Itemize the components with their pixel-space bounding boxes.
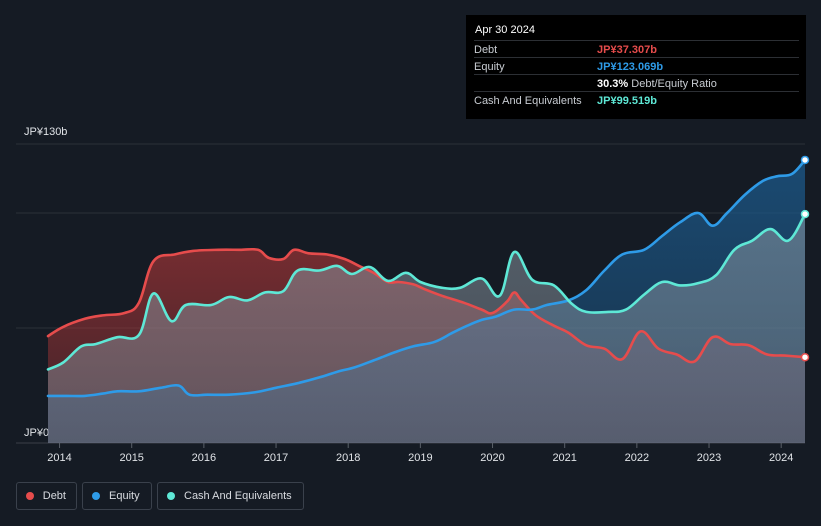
tooltip-row-equity: Equity JP¥123.069b [474, 57, 799, 75]
x-tick-label: 2019 [408, 452, 432, 464]
legend-equity-label: Equity [109, 490, 140, 502]
debt-dot-icon [26, 492, 34, 500]
x-tick-label: 2015 [119, 452, 143, 464]
legend-item-cash[interactable]: Cash And Equivalents [157, 482, 304, 510]
equity-end-point [800, 155, 810, 165]
tooltip-row-ratio: 30.3% Debt/Equity Ratio [474, 74, 799, 92]
x-tick-label: 2014 [47, 452, 71, 464]
tooltip-ratio-suffix: Debt/Equity Ratio [631, 78, 717, 90]
x-tick-label: 2018 [336, 452, 360, 464]
x-tick-label: 2020 [480, 452, 504, 464]
tooltip-ratio-number: 30.3% [597, 78, 629, 90]
legend-cash-label: Cash And Equivalents [184, 490, 292, 502]
debt-line [46, 247, 807, 364]
legend-item-equity[interactable]: Equity [82, 482, 152, 510]
legend-item-debt[interactable]: Debt [16, 482, 77, 510]
equity-line [46, 158, 807, 398]
cash-and-equivalents-line [46, 212, 807, 371]
equity-dot-icon [92, 492, 100, 500]
tooltip-ratio-value: 30.3% Debt/Equity Ratio [597, 78, 717, 90]
tooltip-row-cash: Cash And Equivalents JP¥99.519b [474, 91, 799, 109]
tooltip-debt-label: Debt [474, 44, 498, 56]
legend-debt-label: Debt [42, 490, 66, 502]
tooltip-cash-label: Cash And Equivalents [474, 95, 582, 107]
cash-dot-icon [167, 492, 175, 500]
tooltip-row-debt: Debt JP¥37.307b [474, 40, 799, 58]
debt-end-point [800, 352, 810, 362]
x-tick-label: 2017 [264, 452, 288, 464]
cash-and-equivalents-end-point [800, 209, 810, 219]
cash-and-equivalents-area [48, 214, 805, 443]
tooltip-panel: Apr 30 2024 Debt JP¥37.307b Equity JP¥12… [466, 15, 806, 119]
tooltip-equity-label: Equity [474, 61, 505, 73]
x-tick-label: 2021 [552, 452, 576, 464]
x-tick-label: 2024 [769, 452, 793, 464]
y-tick-label: JP¥0 [24, 427, 49, 439]
y-tick-label: JP¥130b [24, 126, 67, 138]
x-tick-label: 2016 [192, 452, 216, 464]
tooltip-equity-value: JP¥123.069b [597, 61, 664, 73]
x-tick-label: 2023 [697, 452, 721, 464]
tooltip-date: Apr 30 2024 [475, 24, 535, 36]
tooltip-debt-value: JP¥37.307b [597, 44, 657, 56]
x-tick-label: 2022 [625, 452, 649, 464]
tooltip-cash-value: JP¥99.519b [597, 95, 657, 107]
